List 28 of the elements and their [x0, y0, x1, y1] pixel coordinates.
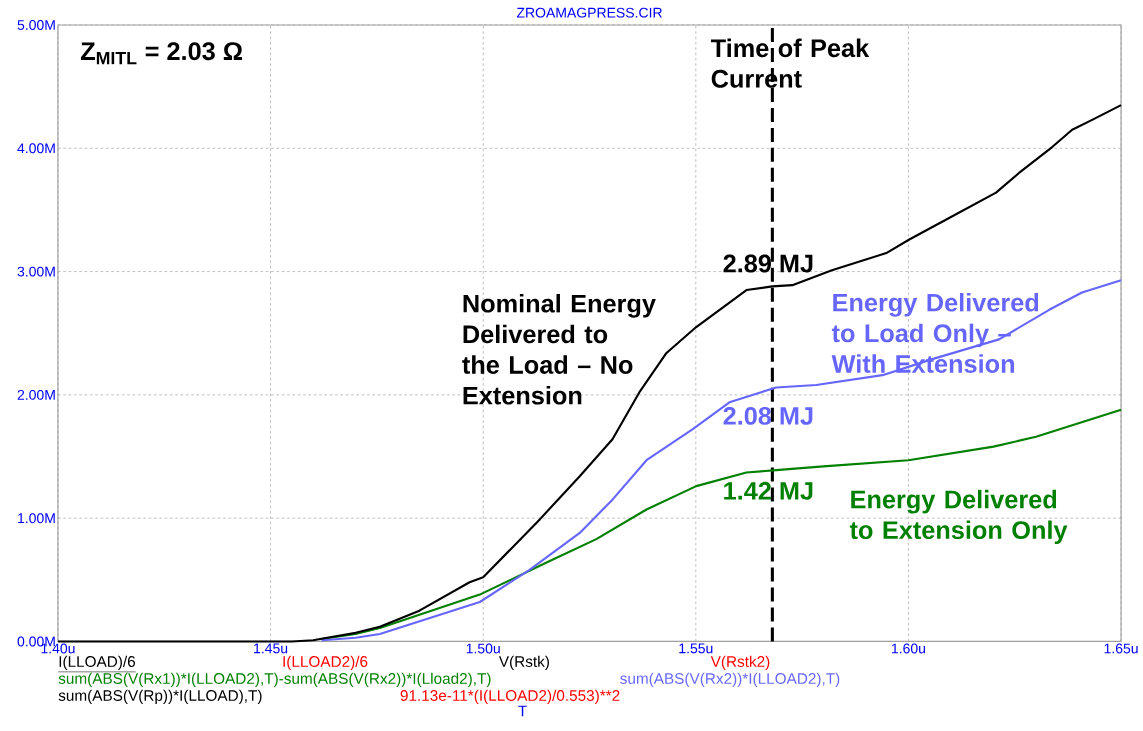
- text: I(LLOAD)/6: [59, 655, 136, 670]
- y-tick-label: 2.00M: [17, 389, 55, 400]
- y-tick-label: 1.00M: [18, 513, 55, 523]
- y-tick-label: 3.00M: [17, 266, 55, 277]
- text: V(Rstk): [498, 655, 549, 670]
- chart-title: ZROAMAGPRESS.CIR: [516, 7, 662, 18]
- text: sum(ABS(V(Rx1))*I(LLOAD2),T)-sum(ABS(V(Rx2))*I(Lload2),T): [58, 672, 491, 687]
- text: V(Rstk2): [710, 655, 770, 670]
- text: sum(ABS(V(Rp))*I(LLOAD),T): [58, 689, 262, 704]
- text: T: [518, 705, 527, 717]
- annotation: Z$_{MITL}$ = 2.03 Ω: [80, 42, 243, 64]
- line-series: [320, 278, 1123, 642]
- annotation: 2.89 MJ: [723, 254, 813, 273]
- x-tick-label: 1.65u: [1104, 643, 1138, 654]
- x-tick-label: 1.55u: [679, 643, 713, 654]
- text: I(LLOAD2)/6: [283, 655, 368, 670]
- ref-line-label: Time of Peak Current: [710, 38, 870, 88]
- series-label: Nominal Energy Delivered to the Load – No Extension: [462, 293, 656, 405]
- annotation: 1.42 MJ: [724, 481, 813, 500]
- x-tick-label: 1.60u: [892, 643, 926, 654]
- text: sum(ABS(V(Rx2))*I(LLOAD2),T): [620, 672, 840, 687]
- annotation: 2.08 MJ: [723, 406, 813, 425]
- x-tick-label: 1.50u: [466, 643, 500, 654]
- y-tick-label: 5.00M: [17, 19, 55, 30]
- series-label: Energy Delivered to Extension Only: [849, 489, 1068, 544]
- text: 91.13e-11*(I(LLOAD2)/0.553)**2: [400, 689, 620, 704]
- x-tick-label: 1.45u: [254, 643, 288, 654]
- y-tick-label: 4.00M: [17, 143, 55, 154]
